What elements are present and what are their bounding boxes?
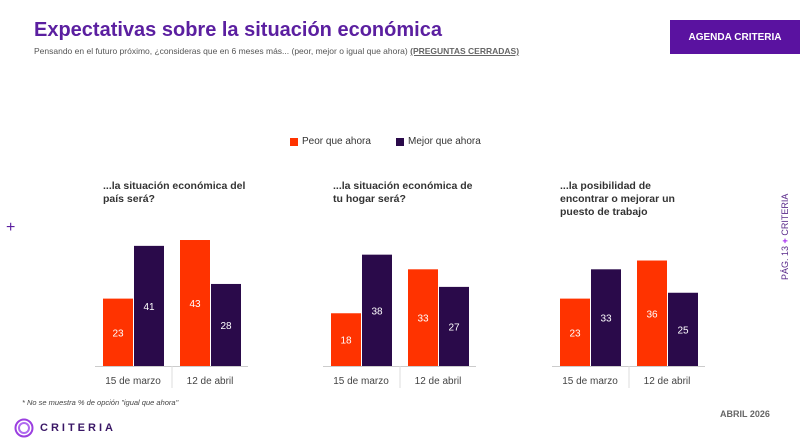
bar xyxy=(591,269,621,366)
data-label: 23 xyxy=(112,328,124,339)
bar xyxy=(134,245,164,366)
tick-label: 12 de abril xyxy=(187,376,234,387)
bar xyxy=(439,286,469,366)
tick-label: 15 de marzo xyxy=(333,376,389,387)
data-label: 27 xyxy=(448,322,460,333)
data-label: 38 xyxy=(371,306,383,317)
data-label: 25 xyxy=(677,325,689,336)
subtitle-tag: (PREGUNTAS CERRADAS) xyxy=(410,46,520,56)
legend-label: Mejor que ahora xyxy=(408,136,481,147)
tick-label: 12 de abril xyxy=(644,376,691,387)
criteria-logo: CRITERIA xyxy=(14,418,116,438)
legend-label: Peor que ahora xyxy=(302,136,371,147)
data-label: 28 xyxy=(220,321,232,332)
bar xyxy=(180,240,210,366)
side-brand: CRITERIA xyxy=(780,193,790,236)
chart-title-2: ...la situación económica de tu hogar se… xyxy=(333,180,473,205)
data-label: 18 xyxy=(340,336,352,347)
data-label: 23 xyxy=(569,328,581,339)
plus-icon: + xyxy=(6,219,16,236)
legend-peor: Peor que ahora xyxy=(290,136,371,147)
legend-swatch xyxy=(290,137,298,146)
subtitle-text: Pensando en el futuro próximo, ¿consider… xyxy=(34,46,408,56)
data-label: 43 xyxy=(189,299,201,310)
bar xyxy=(668,292,698,366)
legend-swatch xyxy=(396,137,404,146)
page-number: PÁG. 13 xyxy=(780,245,790,280)
bar xyxy=(331,313,361,366)
bar xyxy=(560,298,590,366)
page-title: Expectativas sobre la situación económic… xyxy=(34,19,442,41)
data-label: 36 xyxy=(646,309,658,320)
chart-title-1: ...la situación económica del país será? xyxy=(103,180,246,205)
footnote: * No se muestra % de opción "igual que a… xyxy=(22,398,179,407)
tick-label: 12 de abril xyxy=(415,376,462,387)
agenda-criteria-button[interactable]: AGENDA CRITERIA xyxy=(670,20,800,54)
bar xyxy=(637,260,667,366)
bar xyxy=(408,269,438,366)
logo-icon xyxy=(14,418,34,438)
logo-text: CRITERIA xyxy=(40,422,116,434)
data-label: 33 xyxy=(600,314,612,325)
tick-label: 15 de marzo xyxy=(105,376,161,387)
chart-title-3: ...la posibilidad de encontrar o mejorar… xyxy=(560,180,675,218)
data-label: 33 xyxy=(417,314,429,325)
bar xyxy=(362,254,392,366)
bar xyxy=(103,298,133,366)
plus-icon: + xyxy=(780,238,790,244)
report-date: ABRIL 2026 xyxy=(720,409,770,419)
data-label: 41 xyxy=(143,302,155,313)
tick-label: 15 de marzo xyxy=(562,376,618,387)
page-subtitle: Pensando en el futuro próximo, ¿consider… xyxy=(34,46,519,56)
legend-mejor: Mejor que ahora xyxy=(396,136,481,147)
bar xyxy=(211,283,241,366)
side-label: PÁG. 13 + CRITERIA xyxy=(780,170,790,280)
